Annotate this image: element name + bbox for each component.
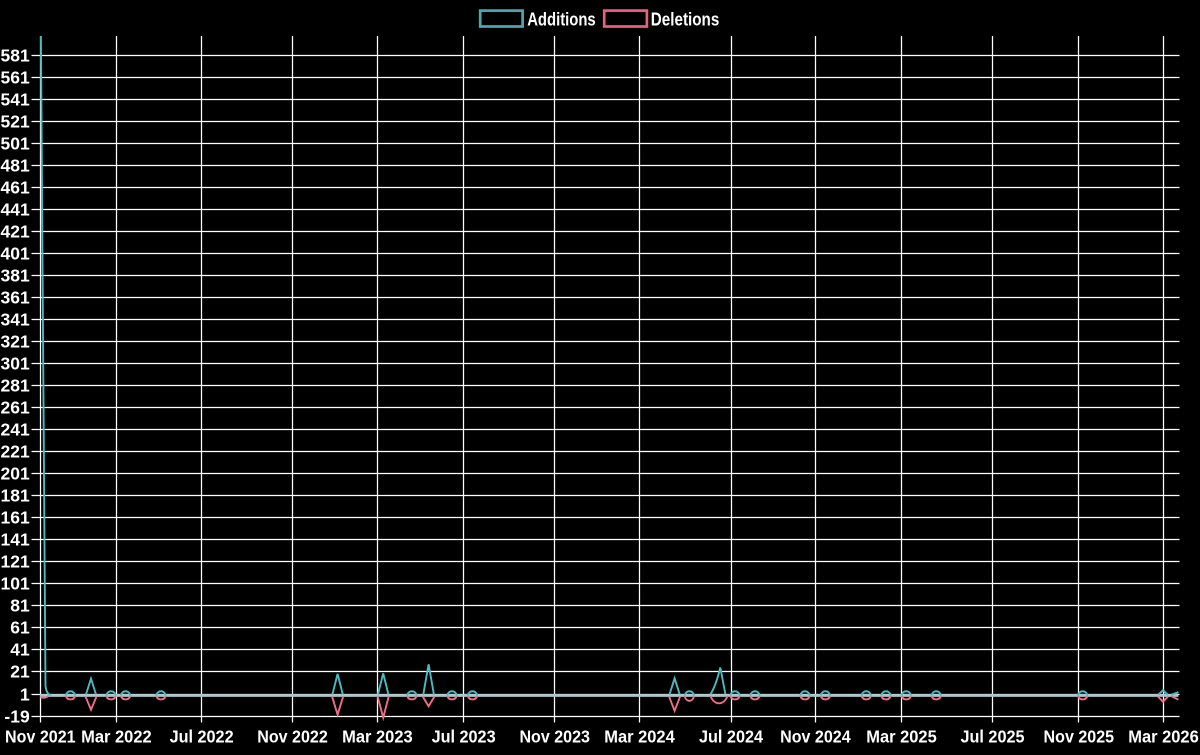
svg-text:41: 41	[10, 639, 30, 659]
svg-text:Mar 2025: Mar 2025	[866, 727, 937, 747]
svg-text:261: 261	[0, 397, 29, 417]
svg-text:81: 81	[10, 595, 30, 615]
svg-text:221: 221	[0, 441, 29, 461]
svg-text:Jul 2023: Jul 2023	[432, 727, 496, 747]
svg-text:Nov 2023: Nov 2023	[519, 727, 590, 747]
svg-text:581: 581	[0, 45, 29, 65]
svg-text:21: 21	[10, 661, 30, 681]
svg-text:561: 561	[0, 67, 29, 87]
svg-text:521: 521	[0, 111, 29, 131]
svg-text:Mar 2024: Mar 2024	[604, 727, 675, 747]
svg-text:Nov 2021: Nov 2021	[5, 727, 76, 747]
svg-text:321: 321	[0, 331, 29, 351]
svg-text:Jul 2025: Jul 2025	[961, 727, 1025, 747]
svg-text:281: 281	[0, 375, 29, 395]
svg-text:Nov 2025: Nov 2025	[1044, 727, 1115, 747]
svg-text:381: 381	[0, 265, 29, 285]
svg-text:181: 181	[0, 485, 29, 505]
svg-text:Mar 2022: Mar 2022	[81, 727, 152, 747]
svg-text:361: 361	[0, 287, 29, 307]
svg-text:Deletions: Deletions	[651, 10, 720, 30]
svg-text:481: 481	[0, 155, 29, 175]
svg-text:241: 241	[0, 419, 29, 439]
svg-text:Jul 2022: Jul 2022	[170, 727, 234, 747]
svg-text:501: 501	[0, 133, 29, 153]
svg-text:461: 461	[0, 177, 29, 197]
svg-text:421: 421	[0, 221, 29, 241]
svg-text:161: 161	[0, 507, 29, 527]
svg-text:201: 201	[0, 463, 29, 483]
svg-text:441: 441	[0, 199, 29, 219]
svg-text:Nov 2024: Nov 2024	[780, 727, 851, 747]
svg-text:Mar 2023: Mar 2023	[342, 727, 413, 747]
svg-text:341: 341	[0, 309, 29, 329]
svg-text:Mar 2026: Mar 2026	[1128, 727, 1199, 747]
svg-text:Jul 2024: Jul 2024	[699, 727, 763, 747]
svg-text:301: 301	[0, 353, 29, 373]
svg-text:121: 121	[0, 551, 29, 571]
svg-text:Nov 2022: Nov 2022	[257, 727, 328, 747]
svg-text:541: 541	[0, 89, 29, 109]
svg-text:1: 1	[20, 684, 30, 704]
svg-text:-19: -19	[4, 706, 30, 726]
svg-text:401: 401	[0, 243, 29, 263]
svg-text:141: 141	[0, 529, 29, 549]
svg-text:Additions: Additions	[527, 10, 596, 30]
svg-text:61: 61	[10, 617, 30, 637]
svg-text:101: 101	[0, 573, 29, 593]
